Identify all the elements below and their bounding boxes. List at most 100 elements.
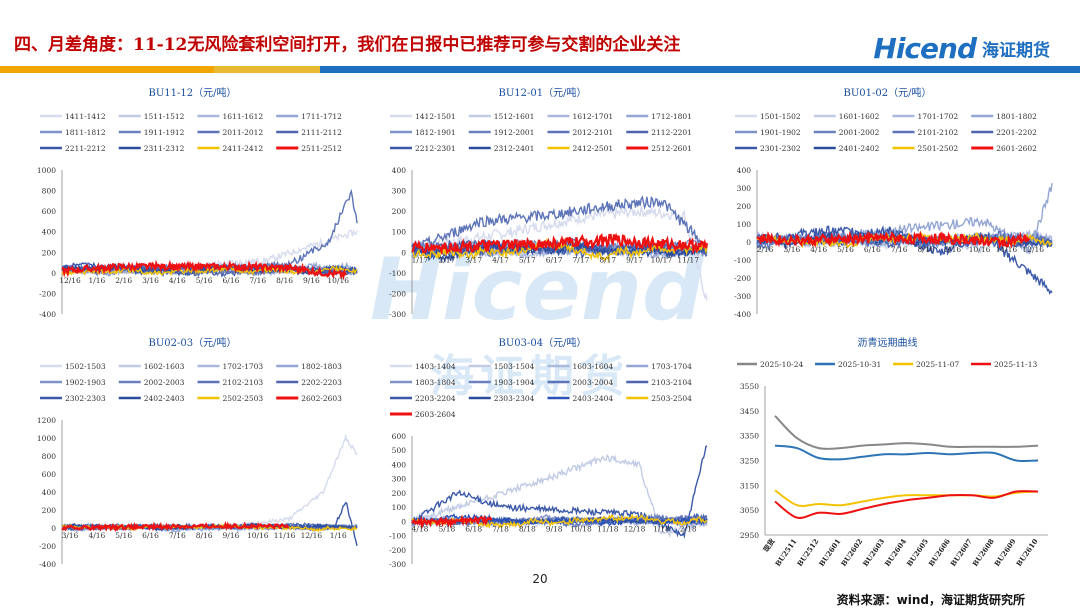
legend-item: 1803-1804	[390, 378, 456, 387]
legend-item: 2403-2404	[547, 394, 614, 403]
legend-label: 1811-1812	[65, 128, 106, 137]
x-tick-label: 5/16	[196, 276, 213, 285]
legend-item: 2303-2304	[468, 394, 535, 403]
y-tick-label: 0	[51, 524, 56, 533]
x-tick-label: 4/16	[810, 245, 827, 254]
y-tick-label: -100	[734, 256, 751, 265]
y-tick-label: 300	[392, 187, 407, 196]
legend-item: 1602-1603	[118, 362, 185, 371]
x-tick-label: 12/16	[301, 531, 323, 540]
chart-bu03-04: BU03-04（元/吨） 1403-1404 1503-1504 1603-1604 1…	[389, 336, 708, 569]
legend-label: 2203-2204	[415, 394, 456, 403]
y-tick-label: -200	[39, 289, 56, 298]
legend-item: 1711-1712	[276, 112, 342, 121]
legend-label: 2503-2504	[651, 394, 692, 403]
x-tick-label: 9/17	[626, 255, 643, 264]
legend-item: 2202-2203	[276, 378, 342, 387]
x-tick-label: 2/16	[115, 276, 132, 285]
legend-item: 1603-1604	[547, 362, 613, 371]
x-tick-label: 11/16	[996, 245, 1018, 254]
x-tick-label: 5/17	[519, 255, 536, 264]
series-line	[61, 259, 347, 281]
x-tick-label: 6/16	[864, 245, 881, 254]
chart-title: BU01-02（元/吨）	[844, 86, 932, 99]
x-tick-label: 2/16	[757, 245, 774, 254]
x-tick-label: 5/16	[115, 531, 132, 540]
series-line	[61, 520, 289, 533]
legend-item: 1911-1912	[118, 128, 185, 137]
x-tick-label: 8/16	[276, 276, 293, 285]
legend-item: 2601-2602	[971, 144, 1037, 153]
legend-label: 2103-2104	[651, 378, 692, 387]
legend-label: 2403-2404	[573, 394, 614, 403]
legend-label: 2302-2303	[65, 394, 106, 403]
x-tick-label: 10/16	[247, 531, 269, 540]
y-tick-label: 600	[42, 470, 57, 479]
x-tick-label: 9/16	[944, 245, 961, 254]
legend-label: 2202-2203	[301, 378, 342, 387]
y-tick-label: 100	[392, 228, 407, 237]
legend-item: 1403-1404	[390, 362, 456, 371]
legend-label: 2012-2101	[573, 128, 614, 137]
legend-label: 1702-1703	[223, 362, 264, 371]
legend-item: 2602-2603	[276, 394, 342, 403]
series-line	[411, 195, 708, 254]
legend-item: 1801-1802	[971, 112, 1037, 121]
legend-item: 1903-1904	[468, 378, 535, 387]
legend-item: 2603-2604	[390, 410, 456, 419]
legend-item: 1511-1512	[118, 112, 185, 121]
x-tick-label: 8/16	[918, 245, 935, 254]
legend-label: 2025-10-24	[760, 360, 803, 369]
legend-label: 1602-1603	[144, 362, 185, 371]
logo-cn: 海证期货	[982, 40, 1050, 61]
legend-label: 2512-2601	[651, 144, 692, 153]
legend-label: 2602-2603	[301, 394, 342, 403]
legend-item: 2401-2402	[813, 144, 880, 153]
legend-item: 2111-2112	[276, 128, 342, 137]
legend-label: 2603-2604	[415, 410, 456, 419]
legend-label: 2303-2304	[494, 394, 535, 403]
legend-label: 1802-1803	[301, 362, 342, 371]
x-tick-label: 10/16	[969, 245, 991, 254]
legend-item: 2025-10-31	[815, 360, 881, 369]
y-tick-label: -400	[734, 310, 751, 319]
legend-item: 1802-1803	[276, 362, 342, 371]
y-tick-label: 100	[737, 220, 752, 229]
chart-bu01-02: BU01-02（元/吨） 1501-1502 1601-1602 1701-1702 1…	[734, 86, 1053, 319]
legend-label: 2112-2201	[651, 128, 692, 137]
series-line	[774, 444, 1039, 463]
legend-label: 1503-1504	[494, 362, 535, 371]
legend-item: 2102-2103	[197, 378, 264, 387]
legend-item: 2301-2302	[735, 144, 801, 153]
x-tick-label: 3/16	[62, 531, 79, 540]
x-tick-label: 7/16	[249, 276, 266, 285]
legend-label: 2102-2103	[223, 378, 264, 387]
y-tick-label: 2950	[740, 531, 759, 540]
legend-item: 1811-1812	[40, 128, 106, 137]
y-tick-label: 1000	[37, 166, 56, 175]
chart-title: BU02-03（元/吨）	[149, 336, 237, 349]
chart-forward-curve: 沥青远期曲线 2025-10-24 2025-10-31 2025-11-07 2025…	[737, 336, 1048, 568]
x-tick-label: 12/18	[624, 524, 646, 533]
x-tick-label: 11/18	[597, 524, 619, 533]
page-number: 20	[532, 572, 548, 586]
y-tick-label: 3050	[740, 506, 759, 515]
legend-label: 2502-2503	[223, 394, 264, 403]
legend-item: 2011-2012	[197, 128, 263, 137]
y-tick-label: -400	[39, 560, 56, 569]
x-tick-label: 4/16	[88, 531, 105, 540]
y-tick-label: 400	[737, 166, 752, 175]
legend-item: 1812-1901	[390, 128, 456, 137]
legend-item: 2502-2503	[197, 394, 264, 403]
chart-bu11-12: BU11-12（元/吨） 1411-1412 1511-1512 1611-1612 1…	[37, 86, 358, 319]
x-tick-label: 1/18	[653, 524, 670, 533]
legend-label: 2025-11-07	[916, 360, 959, 369]
y-tick-label: 3550	[740, 382, 759, 391]
y-tick-label: -300	[389, 560, 406, 569]
x-tick-label: 9/16	[223, 531, 240, 540]
legend-label: 2402-2403	[144, 394, 185, 403]
x-tick-label: 11/16	[274, 531, 296, 540]
legend-item: 2101-2102	[892, 128, 958, 137]
legend-label: 2211-2212	[65, 144, 106, 153]
y-tick-label: -400	[39, 310, 56, 319]
